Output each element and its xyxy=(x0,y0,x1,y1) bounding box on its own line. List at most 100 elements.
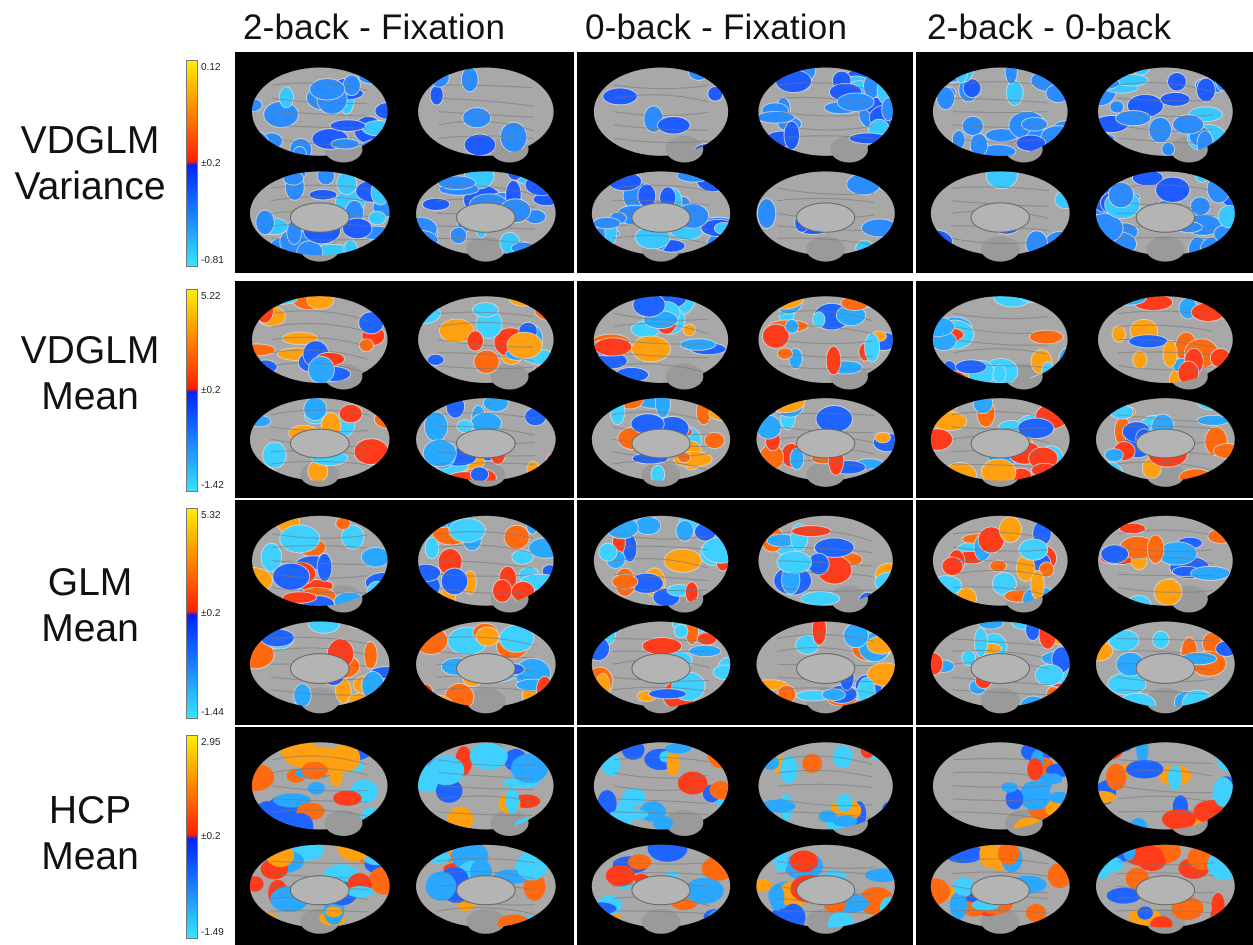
brain-lateral-view xyxy=(418,515,554,613)
brain-lateral-view xyxy=(1097,67,1233,163)
brain-surface-maps xyxy=(249,67,556,262)
brain-lateral-view xyxy=(593,67,729,163)
brain-panel xyxy=(235,500,574,725)
brain-medial-view xyxy=(1095,844,1235,934)
colorbar-mid-label: ±0.2 xyxy=(201,607,221,619)
row-label-line2: Mean xyxy=(41,375,139,418)
brain-lateral-view xyxy=(593,742,729,836)
brain-panel xyxy=(577,500,913,725)
brain-lateral-view xyxy=(251,742,388,836)
brain-medial-view xyxy=(416,398,556,487)
brain-lateral-view xyxy=(251,515,388,613)
column-header-2back-fixation: 2-back - Fixation xyxy=(243,8,506,47)
column-header-2back-0back: 2-back - 0-back xyxy=(927,8,1172,47)
colorbar-min-label: -1.42 xyxy=(201,480,224,491)
brain-surface-maps xyxy=(591,515,895,714)
brain-panel xyxy=(916,727,1253,945)
brain-lateral-view xyxy=(932,515,1068,613)
brain-surface-maps xyxy=(930,515,1235,714)
brain-surface-maps xyxy=(930,67,1235,262)
brain-lateral-view xyxy=(758,296,893,390)
brain-medial-view xyxy=(930,844,1070,934)
brain-panel xyxy=(577,281,913,498)
row-label-line2: Mean xyxy=(41,835,139,878)
row-label-line1: VDGLM xyxy=(20,329,160,372)
row-label-line2: Variance xyxy=(14,165,166,208)
brain-lateral-view xyxy=(932,296,1068,390)
brain-medial-view xyxy=(930,398,1070,487)
colorbar-max-label: 0.12 xyxy=(201,62,221,73)
brain-medial-view xyxy=(591,844,731,934)
brain-panel xyxy=(577,727,913,945)
row-label-hcp-mean: HCP Mean xyxy=(0,788,180,880)
colorbar-mid-label: ±0.2 xyxy=(201,384,221,396)
brain-lateral-view xyxy=(932,67,1068,163)
brain-surface-maps xyxy=(249,742,556,934)
brain-medial-view xyxy=(756,171,895,262)
brain-panel xyxy=(235,727,574,945)
brain-medial-view xyxy=(756,621,895,714)
brain-surface-maps xyxy=(591,742,895,934)
brain-medial-view xyxy=(756,844,895,934)
brain-lateral-view xyxy=(758,742,893,836)
brain-surface-maps xyxy=(930,742,1235,934)
brain-surface-maps xyxy=(249,515,556,714)
brain-lateral-view xyxy=(932,742,1068,836)
brain-medial-view xyxy=(249,844,390,934)
brain-medial-view xyxy=(1095,398,1235,487)
colorbar xyxy=(186,60,198,267)
brain-panel xyxy=(235,52,574,273)
brain-lateral-view xyxy=(1097,742,1233,836)
brain-medial-view xyxy=(249,398,390,487)
brain-surface-maps xyxy=(930,296,1235,487)
brain-lateral-view xyxy=(758,67,893,163)
brain-medial-view xyxy=(930,621,1070,714)
brain-lateral-view xyxy=(593,515,729,613)
brain-panel xyxy=(577,52,913,273)
colorbar xyxy=(186,508,198,719)
brain-lateral-view xyxy=(418,742,554,836)
row-label-vdglm-mean: VDGLM Mean xyxy=(0,328,180,420)
column-header-0back-fixation: 0-back - Fixation xyxy=(585,8,848,47)
brain-surface-maps xyxy=(591,67,895,262)
brain-panel xyxy=(916,52,1253,273)
brain-medial-view xyxy=(1095,171,1235,262)
brain-medial-view xyxy=(930,171,1070,262)
row-label-glm-mean: GLM Mean xyxy=(0,560,180,652)
colorbar-max-label: 2.95 xyxy=(201,737,221,748)
brain-lateral-view xyxy=(593,296,729,390)
brain-lateral-view xyxy=(1097,515,1233,613)
colorbar-min-label: -0.81 xyxy=(201,255,224,266)
brain-lateral-view xyxy=(1097,296,1233,390)
brain-panel xyxy=(916,500,1253,725)
brain-medial-view xyxy=(249,621,390,714)
brain-lateral-view xyxy=(758,515,893,613)
colorbar xyxy=(186,735,198,939)
colorbar xyxy=(186,289,198,492)
brain-lateral-view xyxy=(251,296,388,390)
brain-medial-view xyxy=(591,621,731,714)
row-label-line2: Mean xyxy=(41,607,139,650)
brain-medial-view xyxy=(249,171,390,262)
row-label-line1: GLM xyxy=(47,561,133,604)
brain-medial-view xyxy=(591,171,731,262)
brain-surface-maps xyxy=(249,296,556,487)
row-label-vdglm-variance: VDGLM Variance xyxy=(0,118,180,210)
colorbar-max-label: 5.22 xyxy=(201,291,221,302)
row-label-line1: VDGLM xyxy=(20,119,160,162)
colorbar-max-label: 5.32 xyxy=(201,510,221,521)
brain-lateral-view xyxy=(251,67,388,163)
brain-panel xyxy=(235,281,574,498)
brain-lateral-view xyxy=(418,67,554,163)
brain-medial-view xyxy=(756,398,895,487)
brain-medial-view xyxy=(416,171,556,262)
brain-lateral-view xyxy=(418,296,554,390)
colorbar-min-label: -1.49 xyxy=(201,927,224,938)
row-label-line1: HCP xyxy=(48,789,132,832)
brain-medial-view xyxy=(416,844,556,934)
brain-panel xyxy=(916,281,1253,498)
colorbar-min-label: -1.44 xyxy=(201,707,224,718)
brain-medial-view xyxy=(416,621,556,714)
colorbar-mid-label: ±0.2 xyxy=(201,157,221,169)
brain-medial-view xyxy=(1095,621,1235,714)
